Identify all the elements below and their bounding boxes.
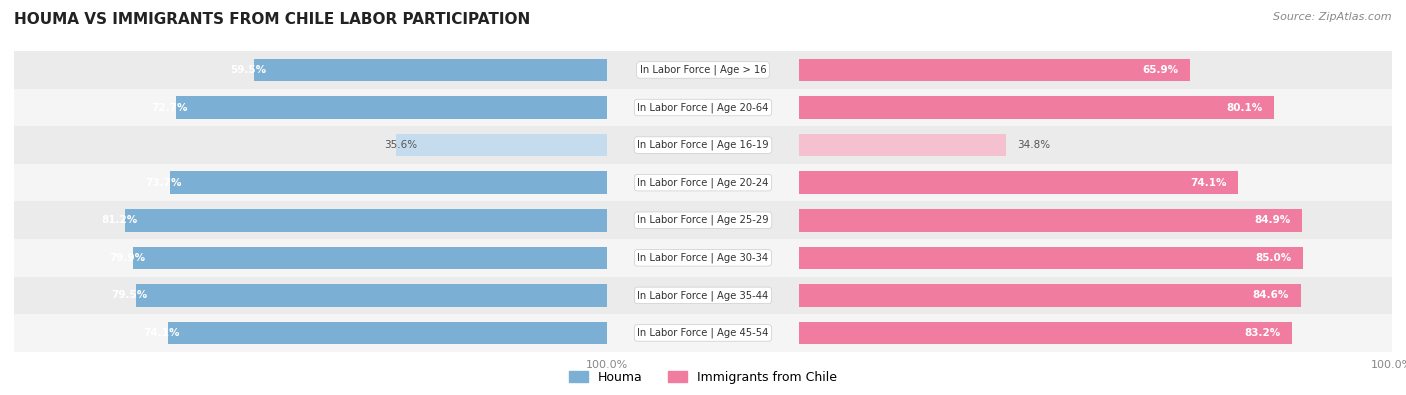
Text: 65.9%: 65.9% bbox=[1142, 65, 1178, 75]
Bar bbox=[134, 246, 606, 269]
Text: In Labor Force | Age 25-29: In Labor Force | Age 25-29 bbox=[637, 215, 769, 226]
Bar bbox=[125, 209, 606, 231]
Bar bbox=[0, 239, 1406, 276]
Text: Source: ZipAtlas.com: Source: ZipAtlas.com bbox=[1274, 12, 1392, 22]
Bar bbox=[800, 284, 1301, 307]
Text: 79.9%: 79.9% bbox=[108, 253, 145, 263]
Text: 81.2%: 81.2% bbox=[101, 215, 138, 225]
Bar bbox=[0, 126, 1406, 164]
Bar bbox=[0, 51, 1406, 89]
Text: 74.1%: 74.1% bbox=[1189, 178, 1226, 188]
Bar bbox=[0, 201, 1406, 239]
Text: 79.5%: 79.5% bbox=[111, 290, 148, 300]
Bar bbox=[0, 239, 1406, 276]
Bar bbox=[0, 314, 1406, 352]
Bar bbox=[800, 246, 1303, 269]
Text: In Labor Force | Age 20-24: In Labor Force | Age 20-24 bbox=[637, 177, 769, 188]
Bar bbox=[0, 89, 1406, 126]
Text: 84.6%: 84.6% bbox=[1253, 290, 1289, 300]
Text: In Labor Force | Age 45-54: In Labor Force | Age 45-54 bbox=[637, 328, 769, 338]
Legend: Houma, Immigrants from Chile: Houma, Immigrants from Chile bbox=[564, 366, 842, 389]
Bar bbox=[0, 314, 1406, 352]
Text: 83.2%: 83.2% bbox=[1244, 328, 1281, 338]
Bar bbox=[0, 164, 1406, 201]
Text: In Labor Force | Age 16-19: In Labor Force | Age 16-19 bbox=[637, 140, 769, 150]
Bar bbox=[0, 126, 1406, 164]
Bar bbox=[0, 164, 1406, 201]
Bar bbox=[0, 89, 1406, 126]
Bar bbox=[0, 276, 1406, 314]
Text: 84.9%: 84.9% bbox=[1254, 215, 1291, 225]
Text: 72.7%: 72.7% bbox=[152, 103, 187, 113]
Bar bbox=[0, 201, 1406, 239]
Bar bbox=[800, 96, 1274, 119]
Bar bbox=[395, 134, 606, 156]
Text: 35.6%: 35.6% bbox=[384, 140, 418, 150]
Bar bbox=[254, 59, 606, 81]
Bar bbox=[0, 276, 1406, 314]
Text: In Labor Force | Age 35-44: In Labor Force | Age 35-44 bbox=[637, 290, 769, 301]
Bar bbox=[800, 134, 1005, 156]
Bar bbox=[0, 164, 1406, 201]
Bar bbox=[167, 322, 606, 344]
Text: 73.7%: 73.7% bbox=[145, 178, 181, 188]
Bar bbox=[0, 201, 1406, 239]
Text: 85.0%: 85.0% bbox=[1256, 253, 1291, 263]
Bar bbox=[800, 171, 1239, 194]
Bar bbox=[800, 322, 1292, 344]
Bar bbox=[0, 314, 1406, 352]
Text: In Labor Force | Age > 16: In Labor Force | Age > 16 bbox=[640, 65, 766, 75]
Bar bbox=[0, 276, 1406, 314]
Bar bbox=[800, 59, 1189, 81]
Bar bbox=[0, 126, 1406, 164]
Bar bbox=[135, 284, 606, 307]
Bar bbox=[0, 239, 1406, 276]
Bar bbox=[176, 96, 606, 119]
Text: HOUMA VS IMMIGRANTS FROM CHILE LABOR PARTICIPATION: HOUMA VS IMMIGRANTS FROM CHILE LABOR PAR… bbox=[14, 12, 530, 27]
Text: 59.5%: 59.5% bbox=[229, 65, 266, 75]
Text: 80.1%: 80.1% bbox=[1226, 103, 1263, 113]
Bar bbox=[0, 51, 1406, 89]
Bar bbox=[0, 51, 1406, 89]
Text: 74.1%: 74.1% bbox=[143, 328, 180, 338]
Bar bbox=[0, 89, 1406, 126]
Text: 34.8%: 34.8% bbox=[1018, 140, 1050, 150]
Bar bbox=[800, 209, 1302, 231]
Bar bbox=[170, 171, 606, 194]
Text: In Labor Force | Age 20-64: In Labor Force | Age 20-64 bbox=[637, 102, 769, 113]
Text: In Labor Force | Age 30-34: In Labor Force | Age 30-34 bbox=[637, 252, 769, 263]
